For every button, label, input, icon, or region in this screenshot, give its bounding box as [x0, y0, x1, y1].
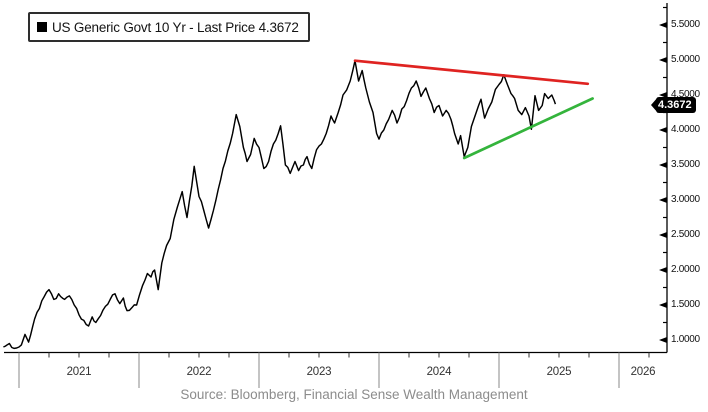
last-price-value: 4.3672	[656, 97, 696, 113]
y-axis-label: 3.0000	[671, 194, 700, 205]
y-major-tick	[659, 267, 667, 273]
series-marker-icon	[37, 22, 47, 32]
x-axis-year-label: 2026	[630, 366, 656, 378]
x-axis-year-label: 2022	[186, 366, 212, 378]
yield-series-line	[3, 59, 557, 350]
resistance-trendline	[353, 59, 590, 86]
y-major-tick	[659, 22, 667, 28]
last-price-badge: 4.3672	[651, 97, 696, 113]
x-axis-year-label: 2025	[546, 366, 572, 378]
y-major-tick	[659, 92, 667, 98]
y-major-tick	[659, 197, 667, 203]
y-axis-label: 5.0000	[671, 54, 700, 65]
y-axis-label: 2.5000	[671, 229, 700, 240]
y-axis-label: 3.5000	[671, 159, 700, 170]
x-axis-year-label: 2024	[426, 366, 452, 378]
y-major-tick	[659, 162, 667, 168]
support-trendline	[462, 97, 594, 160]
y-axis-label: 2.0000	[671, 264, 700, 275]
x-axis-year-label: 2021	[66, 366, 92, 378]
y-axis-label: 1.0000	[671, 334, 700, 345]
y-major-tick	[659, 57, 667, 63]
y-major-tick	[659, 127, 667, 133]
badge-arrow-icon	[651, 97, 658, 113]
y-major-tick	[659, 302, 667, 308]
y-major-tick	[659, 337, 667, 343]
y-axis-label: 5.5000	[671, 19, 700, 30]
x-axis-year-label: 2023	[306, 366, 332, 378]
y-axis-label: 1.5000	[671, 299, 700, 310]
legend-box: US Generic Govt 10 Yr - Last Price 4.367…	[28, 12, 310, 42]
y-axis-label: 4.0000	[671, 124, 700, 135]
source-caption: Source: Bloomberg, Financial Sense Wealt…	[180, 387, 528, 402]
y-axis-label: 4.5000	[671, 89, 700, 100]
y-major-tick	[659, 232, 667, 238]
legend-label: US Generic Govt 10 Yr - Last Price 4.367…	[52, 19, 299, 35]
